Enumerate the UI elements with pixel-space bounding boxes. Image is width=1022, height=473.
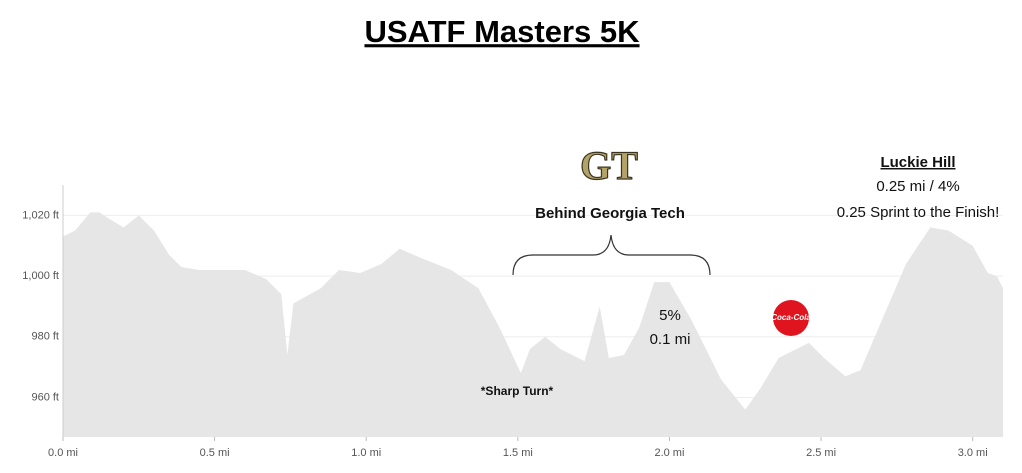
- plot-area: 960 ft 980 ft 1,000 ft 1,020 ft 0.0 mi 0.5 mi…: [22, 185, 1003, 459]
- y-tick-label: 1,000 ft: [22, 270, 59, 282]
- y-tick-label: 980 ft: [31, 331, 59, 343]
- x-tick-label: 3.0 mi: [958, 447, 988, 459]
- annotation: *Sharp Turn*: [481, 384, 554, 398]
- annotation: 0.1 mi: [650, 331, 691, 348]
- annotation: Coca-Cola: [771, 313, 811, 322]
- y-tick-label: 960 ft: [31, 391, 59, 403]
- annotations: GT Behind Georgia Tech Luckie Hill 0.25 mi …: [481, 143, 1000, 399]
- annotation: 0.25 mi / 4%: [876, 178, 959, 195]
- annotation: Behind Georgia Tech: [535, 205, 685, 222]
- x-tick-label: 0.0 mi: [48, 447, 78, 459]
- annotation: GT: [580, 143, 638, 188]
- x-tick-label: 2.5 mi: [806, 447, 836, 459]
- brace: [512, 234, 711, 276]
- annotation: 0.25 Sprint to the Finish!: [837, 204, 1000, 221]
- annotation: 5%: [659, 307, 681, 324]
- x-tick-label: 2.0 mi: [654, 447, 684, 459]
- x-tick-label: 1.0 mi: [351, 447, 381, 459]
- annotation: Luckie Hill: [880, 154, 955, 171]
- coca-cola-logo: [773, 300, 809, 336]
- elevation-area: [63, 212, 1003, 437]
- y-tick-label: 1,020 ft: [22, 209, 59, 221]
- x-tick-label: 0.5 mi: [200, 447, 230, 459]
- x-tick-label: 1.5 mi: [503, 447, 533, 459]
- chart-title: USATF Masters 5K: [364, 14, 640, 49]
